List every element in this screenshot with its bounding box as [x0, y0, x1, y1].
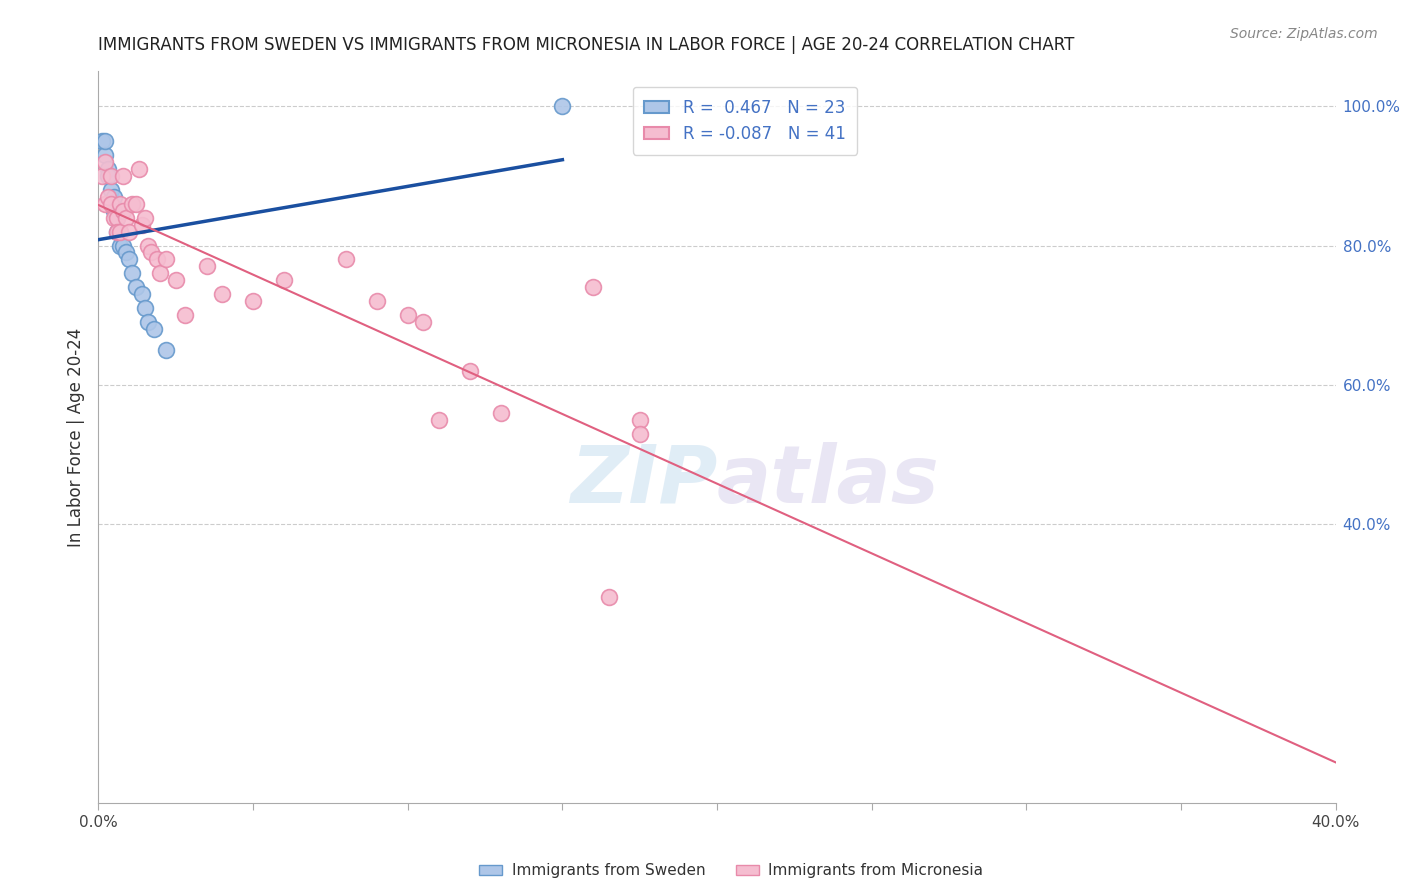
Legend: R =  0.467   N = 23, R = -0.087   N = 41: R = 0.467 N = 23, R = -0.087 N = 41 — [633, 87, 858, 154]
Point — [118, 252, 141, 267]
Point — [396, 308, 419, 322]
Point — [97, 169, 120, 183]
Legend: Immigrants from Sweden, Immigrants from Micronesia: Immigrants from Sweden, Immigrants from … — [474, 857, 988, 884]
Point — [551, 99, 574, 113]
Point — [108, 196, 131, 211]
Point — [195, 260, 218, 274]
Point — [143, 322, 166, 336]
Point — [124, 280, 146, 294]
Text: ZIP: ZIP — [569, 442, 717, 520]
Point — [628, 426, 651, 441]
Point — [105, 225, 128, 239]
Point — [90, 169, 112, 183]
Point — [93, 148, 115, 162]
Point — [242, 294, 264, 309]
Point — [115, 211, 138, 225]
Point — [128, 161, 150, 176]
Point — [118, 225, 141, 239]
Point — [582, 280, 605, 294]
Point — [112, 238, 135, 252]
Point — [155, 252, 177, 267]
Point — [131, 287, 153, 301]
Point — [489, 406, 512, 420]
Y-axis label: In Labor Force | Age 20-24: In Labor Force | Age 20-24 — [66, 327, 84, 547]
Point — [108, 225, 131, 239]
Point — [93, 196, 115, 211]
Point — [105, 211, 128, 225]
Point — [100, 196, 122, 211]
Text: IMMIGRANTS FROM SWEDEN VS IMMIGRANTS FROM MICRONESIA IN LABOR FORCE | AGE 20-24 : IMMIGRANTS FROM SWEDEN VS IMMIGRANTS FRO… — [98, 36, 1074, 54]
Point — [105, 225, 128, 239]
Point — [366, 294, 388, 309]
Point — [134, 211, 156, 225]
Point — [103, 190, 125, 204]
Point — [136, 315, 159, 329]
Point — [134, 301, 156, 316]
Point — [97, 190, 120, 204]
Text: Source: ZipAtlas.com: Source: ZipAtlas.com — [1230, 27, 1378, 41]
Point — [458, 364, 481, 378]
Point — [115, 245, 138, 260]
Point — [124, 196, 146, 211]
Point — [100, 169, 122, 183]
Point — [155, 343, 177, 357]
Point — [105, 211, 128, 225]
Point — [100, 183, 122, 197]
Point — [131, 218, 153, 232]
Point — [149, 266, 172, 280]
Point — [90, 134, 112, 148]
Point — [108, 225, 131, 239]
Point — [165, 273, 187, 287]
Point — [112, 203, 135, 218]
Point — [97, 161, 120, 176]
Point — [93, 155, 115, 169]
Point — [93, 134, 115, 148]
Point — [146, 252, 169, 267]
Point — [103, 203, 125, 218]
Point — [136, 238, 159, 252]
Point — [412, 315, 434, 329]
Point — [598, 591, 620, 605]
Point — [628, 412, 651, 426]
Point — [174, 308, 197, 322]
Point — [273, 273, 295, 287]
Text: atlas: atlas — [717, 442, 939, 520]
Point — [427, 412, 450, 426]
Point — [211, 287, 233, 301]
Point — [103, 211, 125, 225]
Point — [121, 196, 143, 211]
Point — [121, 266, 143, 280]
Point — [108, 238, 131, 252]
Point — [335, 252, 357, 267]
Point — [139, 245, 162, 260]
Point — [112, 169, 135, 183]
